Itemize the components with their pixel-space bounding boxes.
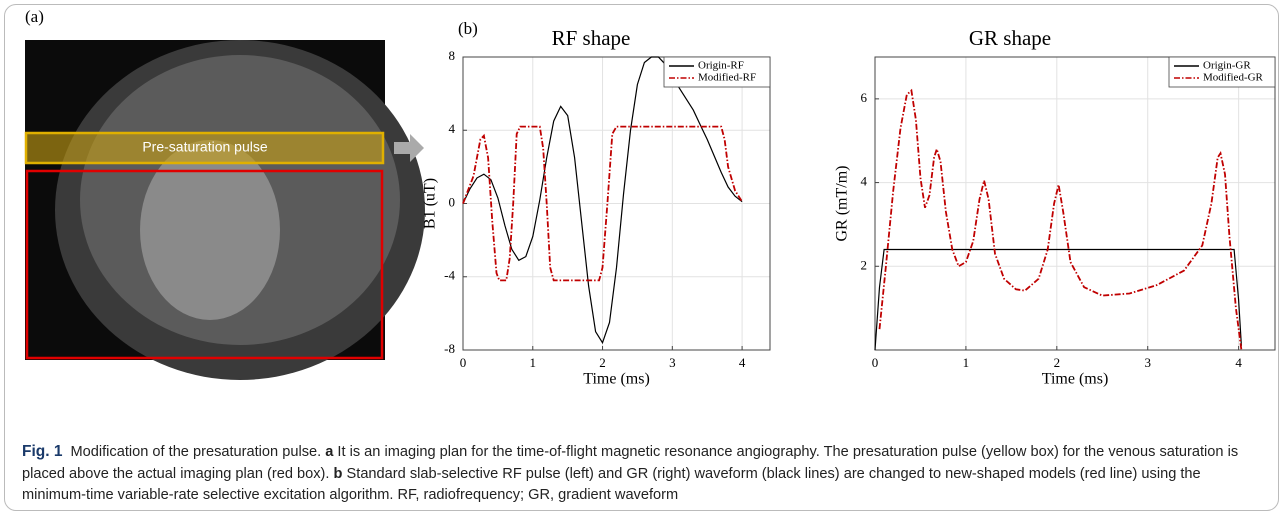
- x-tick-label: 3: [669, 355, 676, 370]
- plot-border: [874, 56, 1276, 351]
- line: [874, 248, 1242, 351]
- legend-label: Origin-GR: [1203, 60, 1251, 72]
- plot-area: [874, 56, 1276, 351]
- x-tick-label: 2: [599, 355, 606, 370]
- y-tick-label: 0: [449, 194, 456, 209]
- legend-label: Modified-GR: [1203, 72, 1264, 84]
- caption-part-label: a: [325, 444, 334, 460]
- x-tick-label: 3: [1144, 355, 1151, 370]
- presaturation-box: [24, 131, 385, 165]
- x-tick-label: 1: [530, 355, 537, 370]
- presaturation-label: Pre-saturation pulse: [142, 139, 268, 155]
- brainstem: [140, 140, 280, 320]
- x-tick-label: 4: [739, 355, 746, 370]
- y-axis-label: GR (mT/m): [834, 166, 851, 242]
- x-tick-label: 2: [1054, 355, 1061, 370]
- image-edge: [25, 40, 55, 360]
- legend-label: Modified-RF: [698, 72, 756, 84]
- caption-text: It is an imaging plan for the time-of-fl…: [22, 444, 1239, 482]
- y-tick-label: -4: [444, 268, 455, 283]
- line: [462, 56, 743, 345]
- y-tick-label: -8: [444, 341, 455, 356]
- arrow: [394, 134, 424, 162]
- panel-label: (b): [458, 19, 478, 38]
- x-tick-label: 0: [872, 355, 879, 370]
- line: [878, 88, 1243, 351]
- chart-title: GR shape: [969, 26, 1051, 50]
- caption-title: Modification of the presaturation pulse.: [70, 444, 322, 460]
- x-axis-label: Time (ms): [583, 371, 650, 388]
- caption-part-label: b: [333, 465, 343, 482]
- y-tick-label: 6: [861, 90, 868, 105]
- x-tick-label: 1: [963, 355, 970, 370]
- caption-label: Fig. 1: [22, 443, 63, 460]
- caption: Fig. 1 Modification of the presaturation …: [22, 441, 1262, 507]
- y-axis-label: B1 (uT): [422, 178, 439, 229]
- y-tick-label: 8: [449, 48, 456, 63]
- panel-label: (a): [25, 7, 44, 26]
- chart-title: RF shape: [552, 26, 631, 50]
- line: [462, 125, 743, 282]
- x-tick-label: 0: [460, 355, 467, 370]
- y-tick-label: 4: [449, 121, 456, 136]
- legend-label: Origin-RF: [698, 60, 744, 72]
- x-axis-label: Time (ms): [1042, 371, 1109, 388]
- y-tick-label: 2: [861, 257, 868, 272]
- figure: (a) Pre-saturation pulse (b) RF shape 0 1 2 3…: [24, 7, 1276, 388]
- legend-box: [1168, 56, 1276, 88]
- caption-text: Standard slab-selective RF pulse (left) …: [22, 465, 1201, 504]
- imaging-box: [25, 169, 384, 360]
- y-tick-label: 4: [861, 174, 868, 189]
- legend-box: [663, 56, 771, 88]
- figure-frame: [4, 4, 1279, 511]
- x-tick-label: 4: [1235, 355, 1242, 370]
